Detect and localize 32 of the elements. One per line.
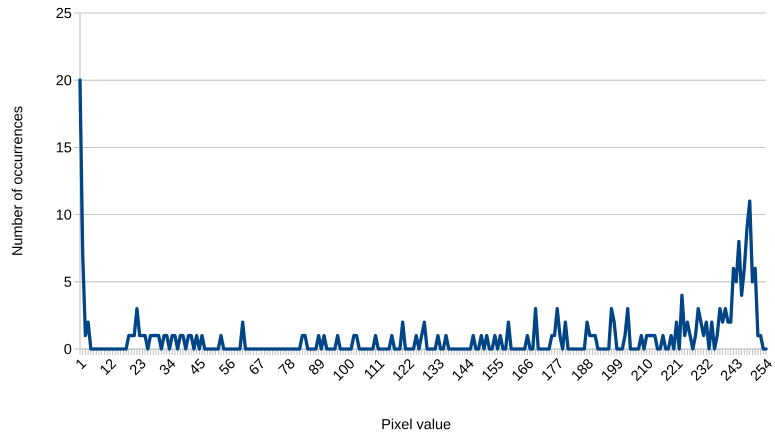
x-tick-label: 188: [572, 359, 593, 381]
x-tick-label: 45: [191, 358, 205, 374]
x-tick-label: 89: [308, 359, 324, 374]
x-tick-label: 1: [76, 360, 87, 370]
x-tick-label: 210: [631, 359, 652, 382]
y-axis-title: Number of occurrences: [12, 106, 22, 255]
x-tick-label: 221: [661, 360, 684, 382]
x-tick-label: 23: [130, 359, 146, 376]
x-tick-label: 232: [691, 359, 713, 382]
x-tick-label: 254: [750, 358, 772, 382]
x-axis-title: Pixel value: [382, 418, 450, 430]
x-tick-label: 100: [334, 359, 354, 381]
x-tick-label: 177: [542, 358, 562, 381]
x-tick-label: 111: [364, 360, 385, 380]
y-tick-label: 5: [64, 276, 72, 287]
x-tick-label: 56: [218, 359, 235, 374]
x-tick-label: 122: [393, 359, 415, 381]
y-tick-label: 10: [56, 209, 72, 220]
y-tick-label: 25: [56, 8, 72, 18]
x-tick-label: 144: [452, 358, 474, 381]
y-tick-label: 15: [56, 142, 72, 152]
x-tick-label: 199: [602, 359, 622, 381]
x-tick-label: 12: [100, 359, 116, 376]
x-tick-label: 67: [250, 358, 264, 374]
x-tick-label: 155: [482, 358, 503, 381]
x-tick-label: 243: [720, 359, 742, 382]
x-tick-label: 166: [512, 359, 533, 381]
x-tick-label: 34: [160, 358, 176, 374]
y-tick-label: 20: [56, 75, 72, 86]
x-tick-label: 133: [423, 359, 444, 381]
x-tick-label: 78: [278, 359, 294, 374]
y-tick-label: 0: [64, 344, 72, 354]
